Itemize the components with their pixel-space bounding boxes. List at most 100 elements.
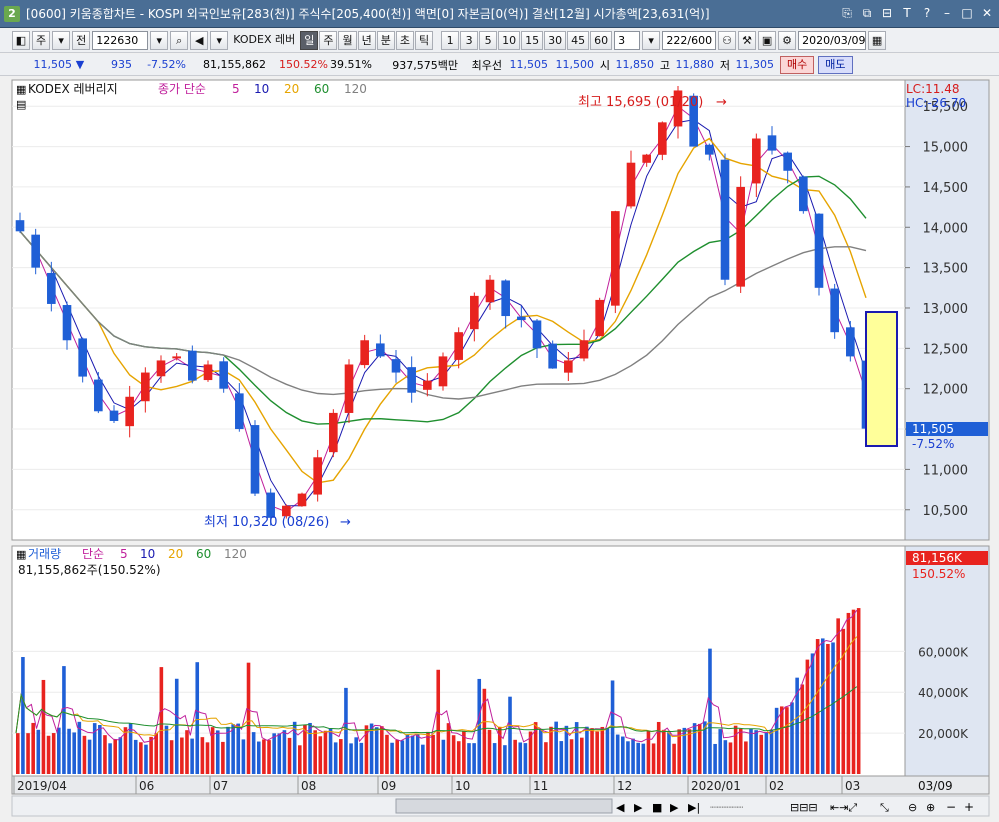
scroll-thumb[interactable] [395, 798, 613, 814]
period-button[interactable]: 주 [32, 31, 51, 50]
scroll-right-icon[interactable]: ▶ [670, 801, 679, 814]
count-field[interactable]: 222/600 [662, 31, 717, 50]
interval-button-5[interactable]: 초 [395, 31, 414, 50]
volume-bar [226, 726, 230, 774]
volume-bar [626, 741, 630, 774]
maximize-icon[interactable]: □ [961, 6, 973, 20]
draw-tools-icon[interactable]: ⇤⇥⤢ [830, 801, 857, 814]
close-icon[interactable]: ✕ [981, 6, 993, 20]
play-icon[interactable]: ▶ [634, 801, 643, 814]
interval-button-3[interactable]: 년 [357, 31, 376, 50]
prev-button[interactable]: 전 [72, 31, 91, 50]
cross-icon[interactable]: ⤡ [880, 801, 889, 814]
volume-bar [313, 730, 317, 774]
current-ratio-tag: 150.52% [912, 567, 965, 581]
minute-button-60[interactable]: 60 [590, 31, 613, 50]
minute-button-45[interactable]: 45 [567, 31, 590, 50]
save-icon[interactable]: ▣ [758, 31, 777, 50]
quote-amount: 937,575백만 [392, 58, 458, 72]
volume-bar [446, 723, 451, 774]
x-tick-label: 08 [301, 779, 316, 793]
sound-icon[interactable]: ◀ [190, 31, 209, 50]
minute-button-3[interactable]: 3 [460, 31, 479, 50]
candle-body [830, 288, 839, 333]
volume-bar [492, 743, 497, 774]
volume-label[interactable]: 거래량 [28, 547, 61, 561]
zoom-out-icon[interactable]: ⊖ [908, 801, 917, 814]
minute-select[interactable]: 3 [614, 31, 641, 50]
volume-bar [118, 737, 123, 774]
window-tile-icon[interactable]: ⊟⊟⊟ [790, 801, 818, 814]
help-icon[interactable]: ? [923, 6, 931, 20]
interval-button-6[interactable]: 틱 [414, 31, 434, 50]
volume-bar [790, 702, 794, 774]
date-field[interactable]: 2020/03/09 [798, 31, 867, 50]
minute-button-15[interactable]: 15 [521, 31, 544, 50]
zoom-in-icon[interactable]: ⊕ [926, 801, 935, 814]
volume-bar [221, 741, 225, 774]
stock-dropdown-icon[interactable]: ▾ [150, 31, 169, 50]
period-dropdown-icon[interactable]: ▾ [52, 31, 71, 50]
minimize-icon[interactable]: – [944, 6, 950, 20]
volume-bar [472, 743, 476, 774]
buy-button[interactable]: 매수 [780, 55, 815, 74]
interval-button-2[interactable]: 월 [338, 31, 357, 50]
quote-change-pct: -7.52% [147, 58, 186, 71]
font-icon[interactable]: T [903, 6, 911, 20]
plus-icon[interactable]: + [964, 800, 974, 814]
volume-bar [631, 738, 635, 774]
volume-bar [21, 657, 25, 774]
zoom-slider-icon[interactable]: ┈┈┈┈┈ [710, 801, 743, 814]
minus-icon[interactable]: − [946, 800, 956, 814]
interval-button-0[interactable]: 일 [300, 31, 319, 50]
stock-code-input[interactable]: 122630 [92, 31, 149, 50]
volume-indicator-label[interactable]: 단순 [82, 547, 104, 561]
stock-label[interactable]: KODEX 레버리지 [28, 82, 118, 96]
minute-button-10[interactable]: 10 [498, 31, 521, 50]
volume-bar [369, 723, 374, 774]
scroll-left-icon[interactable]: ◀ [616, 801, 625, 814]
restore-layout-icon[interactable]: ⧉ [862, 6, 872, 20]
tools-icon[interactable]: ⚒ [738, 31, 757, 50]
compare-icon[interactable]: ⚇ [718, 31, 737, 50]
x-tick-label: 07 [213, 779, 228, 793]
volume-bar [154, 733, 159, 774]
scroll-end-icon[interactable]: ▶| [688, 801, 700, 814]
volume-bar [477, 678, 482, 774]
stop-icon[interactable]: ■ [652, 801, 662, 814]
layout-icon[interactable]: ◧ [12, 31, 30, 50]
volume-panel-menu-icon[interactable]: ▦ [16, 548, 26, 561]
candle-body [78, 338, 87, 377]
grid-toggle-icon[interactable]: ▤ [16, 98, 26, 111]
settings-icon[interactable]: ⚙ [778, 31, 797, 50]
interval-button-1[interactable]: 주 [319, 31, 338, 50]
volume-bar [51, 733, 56, 774]
volume-tick-label: 60,000K [918, 645, 969, 659]
volume-bar [98, 725, 102, 774]
sound-dropdown-icon[interactable]: ▾ [210, 31, 229, 50]
volume-bar [103, 735, 107, 774]
calendar-icon[interactable]: ▦ [868, 31, 887, 50]
minute-button-1[interactable]: 1 [441, 31, 460, 50]
search-icon[interactable]: ⌕ [170, 31, 189, 50]
price-panel-menu-icon[interactable]: ▦ [16, 83, 26, 96]
minute-button-5[interactable]: 5 [479, 31, 498, 50]
minute-select-dropdown-icon[interactable]: ▾ [642, 31, 661, 50]
indicator-label[interactable]: 종가 단순 [158, 82, 206, 96]
pin-icon[interactable]: ⊟ [881, 6, 893, 20]
volume-bar [615, 734, 620, 774]
candle-body [141, 372, 150, 402]
interval-button-4[interactable]: 분 [376, 31, 395, 50]
link-icon[interactable]: ⎘ [842, 6, 852, 20]
price-tick-label: 13,000 [923, 302, 969, 317]
volume-bar [200, 737, 205, 774]
x-axis-bar [11, 775, 990, 795]
sell-button[interactable]: 매도 [818, 55, 853, 74]
quote-change: 935 [111, 58, 132, 71]
volume-bar [431, 734, 435, 774]
chart-area[interactable]: 10,50011,00011,50012,00012,50013,00013,5… [0, 78, 999, 819]
minute-button-30[interactable]: 30 [544, 31, 567, 50]
vol-ma-legend-5: 5 [120, 547, 128, 561]
volume-bar [605, 728, 610, 774]
candle-body [767, 135, 777, 151]
